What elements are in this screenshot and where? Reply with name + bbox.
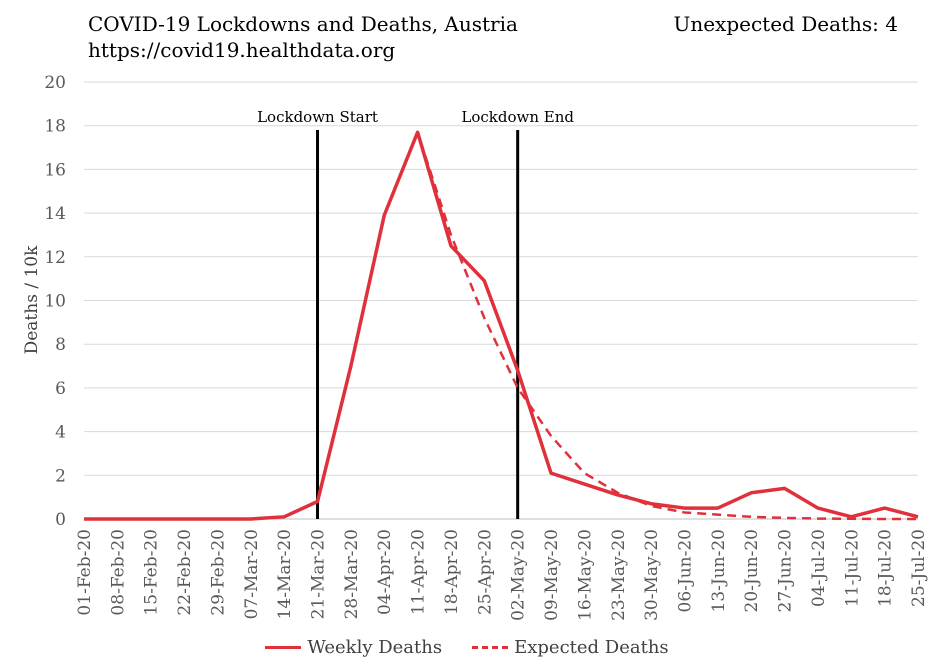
x-tick-label: 18-Apr-20 — [442, 529, 462, 615]
x-tick-label: 11-Apr-20 — [409, 529, 429, 615]
lockdown-label: Lockdown Start — [257, 108, 378, 126]
x-tick-label: 07-Mar-20 — [242, 529, 262, 619]
x-tick-label: 21-Mar-20 — [309, 529, 329, 619]
x-tick-label: 27-Jun-20 — [776, 529, 796, 612]
lockdown-label: Lockdown End — [461, 108, 574, 126]
y-tick-label: 4 — [55, 423, 66, 443]
x-tick-label: 29-Feb-20 — [208, 529, 228, 616]
x-tick-label: 14-Mar-20 — [275, 529, 295, 619]
y-tick-label: 14 — [44, 204, 66, 224]
x-tick-label: 15-Feb-20 — [142, 529, 162, 616]
x-tick-label: 09-May-20 — [542, 529, 562, 621]
x-tick-label: 25-Apr-20 — [475, 529, 495, 615]
legend-swatch-solid — [265, 646, 302, 649]
x-tick-label: 08-Feb-20 — [108, 529, 128, 616]
x-tick-label: 11-Jul-20 — [842, 529, 862, 607]
legend: Weekly Deaths Expected Deaths — [0, 637, 934, 658]
x-tick-label: 25-Jul-20 — [909, 529, 929, 607]
x-tick-label: 04-Jul-20 — [809, 529, 829, 607]
grid-lines — [84, 81, 918, 520]
legend-item-weekly: Weekly Deaths — [265, 637, 442, 658]
y-tick-label: 12 — [44, 248, 66, 268]
y-tick-label: 6 — [55, 379, 66, 399]
lockdown-lines: Lockdown Start Lockdown End — [257, 108, 574, 519]
unexpected-deaths-label: Unexpected Deaths: 4 — [673, 12, 898, 36]
x-tick-label: 13-Jun-20 — [709, 529, 729, 612]
legend-label-expected: Expected Deaths — [514, 637, 669, 658]
x-tick-labels: 01-Feb-20 08-Feb-20 15-Feb-20 22-Feb-20 29-F… — [75, 529, 929, 621]
x-tick-label: 20-Jun-20 — [742, 529, 762, 612]
x-tick-label: 28-Mar-20 — [342, 529, 362, 619]
y-tick-label: 18 — [44, 117, 66, 137]
y-tick-label: 16 — [44, 160, 66, 180]
y-tick-label: 20 — [44, 73, 66, 93]
x-tick-label: 30-May-20 — [642, 529, 662, 621]
legend-swatch-dashed — [472, 646, 509, 649]
weekly-deaths-line — [84, 130, 919, 521]
chart-title: COVID-19 Lockdowns and Deaths, Austria — [88, 12, 518, 36]
x-tick-label: 23-May-20 — [609, 529, 629, 621]
y-tick-label: 0 — [55, 510, 66, 530]
series-lines — [84, 130, 919, 521]
y-tick-label: 10 — [44, 292, 66, 312]
x-tick-label: 06-Jun-20 — [675, 529, 695, 612]
x-tick-label: 18-Jul-20 — [876, 529, 896, 607]
legend-item-expected: Expected Deaths — [472, 637, 669, 658]
x-tick-label: 04-Apr-20 — [375, 529, 395, 615]
chart-source-url: https://covid19.healthdata.org — [88, 38, 396, 62]
y-tick-labels: 0 2 4 6 8 10 12 14 16 18 20 — [44, 73, 66, 530]
x-tick-label: 16-May-20 — [575, 529, 595, 621]
y-tick-label: 2 — [55, 466, 66, 486]
legend-label-weekly: Weekly Deaths — [307, 637, 443, 658]
y-tick-label: 8 — [55, 335, 66, 355]
y-axis-label: Deaths / 10k — [22, 245, 42, 354]
x-tick-label: 22-Feb-20 — [175, 529, 195, 616]
x-tick-label: 01-Feb-20 — [75, 529, 95, 616]
x-tick-label: 02-May-20 — [509, 529, 529, 621]
